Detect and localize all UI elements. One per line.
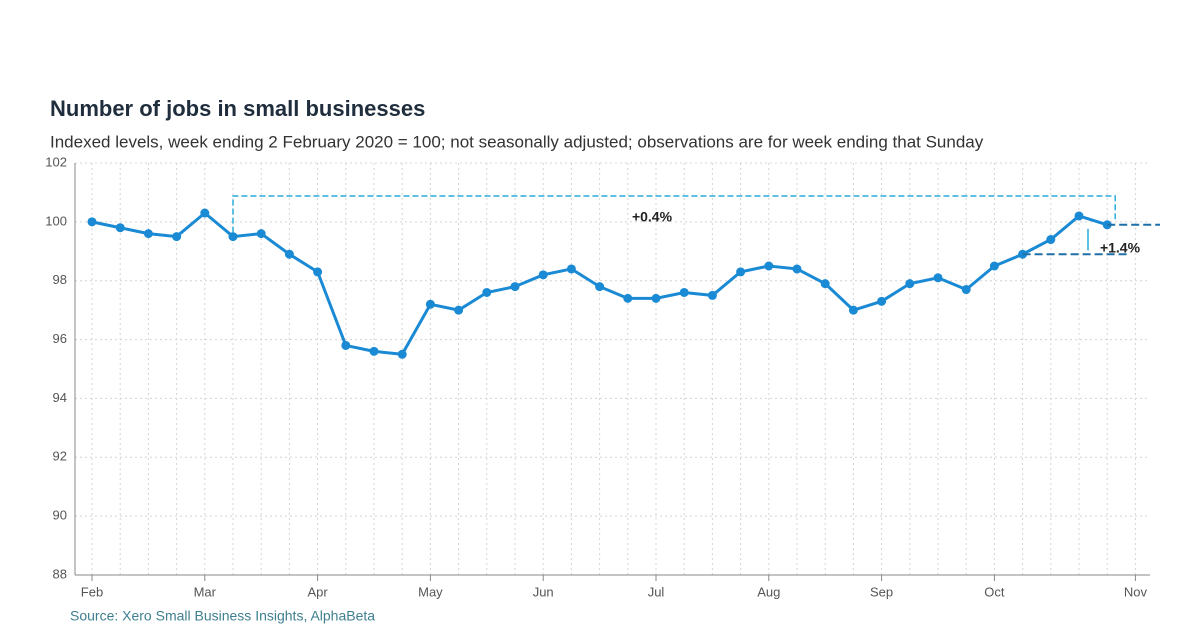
- data-point: [284, 249, 294, 259]
- data-point: [848, 305, 858, 315]
- data-point: [115, 223, 125, 233]
- data-point: [425, 299, 435, 309]
- data-point: [313, 267, 323, 277]
- data-point: [764, 261, 774, 271]
- x-tick-label: Apr: [307, 584, 328, 599]
- data-point: [1046, 235, 1056, 245]
- x-tick-label: Mar: [194, 584, 217, 599]
- y-tick-label: 90: [53, 508, 67, 523]
- x-tick-label: Aug: [757, 584, 780, 599]
- data-point: [1074, 211, 1084, 221]
- data-point: [200, 208, 210, 218]
- data-point: [905, 279, 915, 289]
- x-tick-label: Oct: [984, 584, 1005, 599]
- data-point: [256, 229, 266, 239]
- data-point: [482, 287, 492, 297]
- data-point: [707, 290, 717, 300]
- y-tick-label: 94: [53, 390, 67, 405]
- x-tick-label: May: [418, 584, 443, 599]
- data-point: [538, 270, 548, 280]
- chart-subtitle: Indexed levels, week ending 2 February 2…: [50, 132, 984, 151]
- data-point: [397, 349, 407, 359]
- data-point: [595, 282, 605, 292]
- annotation: +0.4%: [632, 209, 673, 225]
- y-tick-label: 98: [53, 272, 67, 287]
- data-point: [228, 232, 238, 242]
- data-point: [510, 282, 520, 292]
- y-tick-label: 100: [45, 213, 67, 228]
- data-point: [651, 293, 661, 303]
- x-tick-label: Sep: [870, 584, 893, 599]
- data-point: [792, 264, 802, 274]
- data-point: [87, 217, 97, 227]
- chart-title: Number of jobs in small businesses: [50, 96, 425, 121]
- source: Source: Xero Small Business Insights, Al…: [70, 608, 375, 624]
- data-point: [369, 346, 379, 356]
- y-tick-label: 92: [53, 449, 67, 464]
- data-point: [623, 293, 633, 303]
- data-point: [172, 232, 182, 242]
- y-tick-label: 102: [45, 154, 67, 169]
- annotation-bracket: [232, 195, 1116, 233]
- data-point: [736, 267, 746, 277]
- data-point: [566, 264, 576, 274]
- data-point: [679, 287, 689, 297]
- x-tick-label: Feb: [81, 584, 103, 599]
- x-tick-label: Jun: [533, 584, 554, 599]
- x-tick-label: Jul: [648, 584, 665, 599]
- data-point: [143, 229, 153, 239]
- data-point: [933, 273, 943, 283]
- data-point: [961, 285, 971, 295]
- data-point: [341, 340, 351, 350]
- y-tick-label: 88: [53, 566, 67, 581]
- data-point: [989, 261, 999, 271]
- x-tick-label: Nov: [1124, 584, 1148, 599]
- annotation: +1.4%: [1100, 240, 1141, 256]
- data-point: [877, 296, 887, 306]
- y-tick-label: 96: [53, 331, 67, 346]
- data-point: [820, 279, 830, 289]
- data-point: [454, 305, 464, 315]
